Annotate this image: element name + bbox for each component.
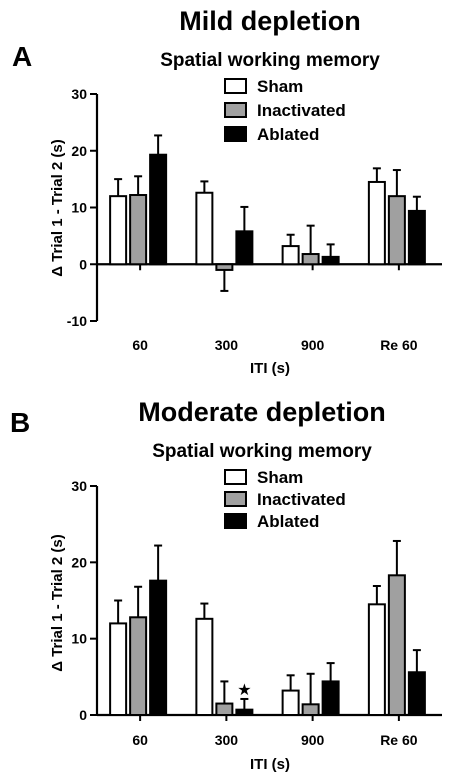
bar	[387, 574, 406, 716]
y-tick-label: 20	[71, 554, 87, 570]
legend-label: Sham	[257, 468, 303, 487]
bar	[367, 180, 386, 266]
y-tick-label: 10	[71, 200, 87, 216]
bar	[301, 253, 320, 266]
chart-title: Spatial working memory	[152, 441, 372, 462]
legend: Sham Inactivated Ablated	[224, 468, 346, 531]
bar	[215, 263, 234, 271]
significance-star: ★	[237, 682, 251, 699]
legend-swatch	[224, 102, 247, 118]
y-tick-label: 0	[79, 256, 87, 272]
bar	[195, 617, 214, 717]
legend-label: Inactivated	[257, 101, 346, 120]
bar	[195, 191, 214, 266]
y-tick-label: 30	[71, 86, 87, 102]
x-axis-label: ITI (s)	[250, 756, 290, 773]
bar	[407, 209, 426, 266]
bars-group	[109, 134, 426, 292]
panel-heading: Moderate depletion	[138, 397, 386, 427]
panel-letter: A	[12, 41, 32, 72]
x-tick-label: 300	[215, 732, 239, 748]
y-axis-label: Δ Trial 1 - Trial 2 (s)	[49, 534, 66, 672]
bar	[281, 689, 300, 716]
bar	[129, 616, 148, 716]
chart-title: Spatial working memory	[160, 50, 380, 71]
legend-swatch	[224, 491, 247, 507]
bar	[149, 579, 168, 716]
y-axis-label: Δ Trial 1 - Trial 2 (s)	[49, 139, 66, 277]
bar	[109, 195, 128, 266]
y-tick-label: 30	[71, 478, 87, 494]
bar	[367, 603, 386, 716]
bars-group: ★	[109, 539, 426, 717]
legend-label: Inactivated	[257, 490, 346, 509]
x-tick-label: 60	[132, 337, 148, 353]
panel-heading: Mild depletion	[179, 6, 361, 36]
y-tick-label: 20	[71, 143, 87, 159]
legend-swatch	[224, 78, 247, 94]
bar	[407, 671, 426, 716]
y-tick-label: 10	[71, 631, 87, 647]
bar	[387, 195, 406, 266]
bar	[235, 230, 254, 266]
x-tick-label: Re 60	[380, 732, 418, 748]
panel-letter: B	[10, 407, 30, 438]
bar	[215, 702, 234, 716]
x-tick-label: 900	[301, 732, 325, 748]
bar	[321, 255, 340, 266]
x-tick-label: 60	[132, 732, 148, 748]
chart-b-svg: B Moderate depletion Spatial working mem…	[10, 397, 442, 773]
panel-b: B Moderate depletion Spatial working mem…	[0, 389, 451, 778]
bar	[301, 703, 320, 716]
bar	[109, 622, 128, 716]
legend: Sham Inactivated Ablated	[224, 77, 346, 144]
x-axis-label: ITI (s)	[250, 360, 290, 377]
bar	[149, 153, 168, 266]
bar	[235, 708, 254, 717]
y-tick-label: -10	[67, 313, 87, 329]
x-tick-label: 900	[301, 337, 325, 353]
bar	[129, 194, 148, 266]
chart-a-svg: A Mild depletion Spatial working memory …	[12, 6, 442, 377]
legend-label: Ablated	[257, 512, 319, 531]
x-tick-label: Re 60	[380, 337, 418, 353]
x-tick-label: 300	[215, 337, 239, 353]
bar	[281, 245, 300, 266]
legend-swatch	[224, 513, 247, 529]
legend-label: Sham	[257, 77, 303, 96]
legend-label: Ablated	[257, 125, 319, 144]
y-tick-label: 0	[79, 707, 87, 723]
legend-swatch	[224, 469, 247, 485]
bar	[321, 680, 340, 716]
panel-a: A Mild depletion Spatial working memory …	[12, 6, 442, 377]
legend-swatch	[224, 126, 247, 142]
